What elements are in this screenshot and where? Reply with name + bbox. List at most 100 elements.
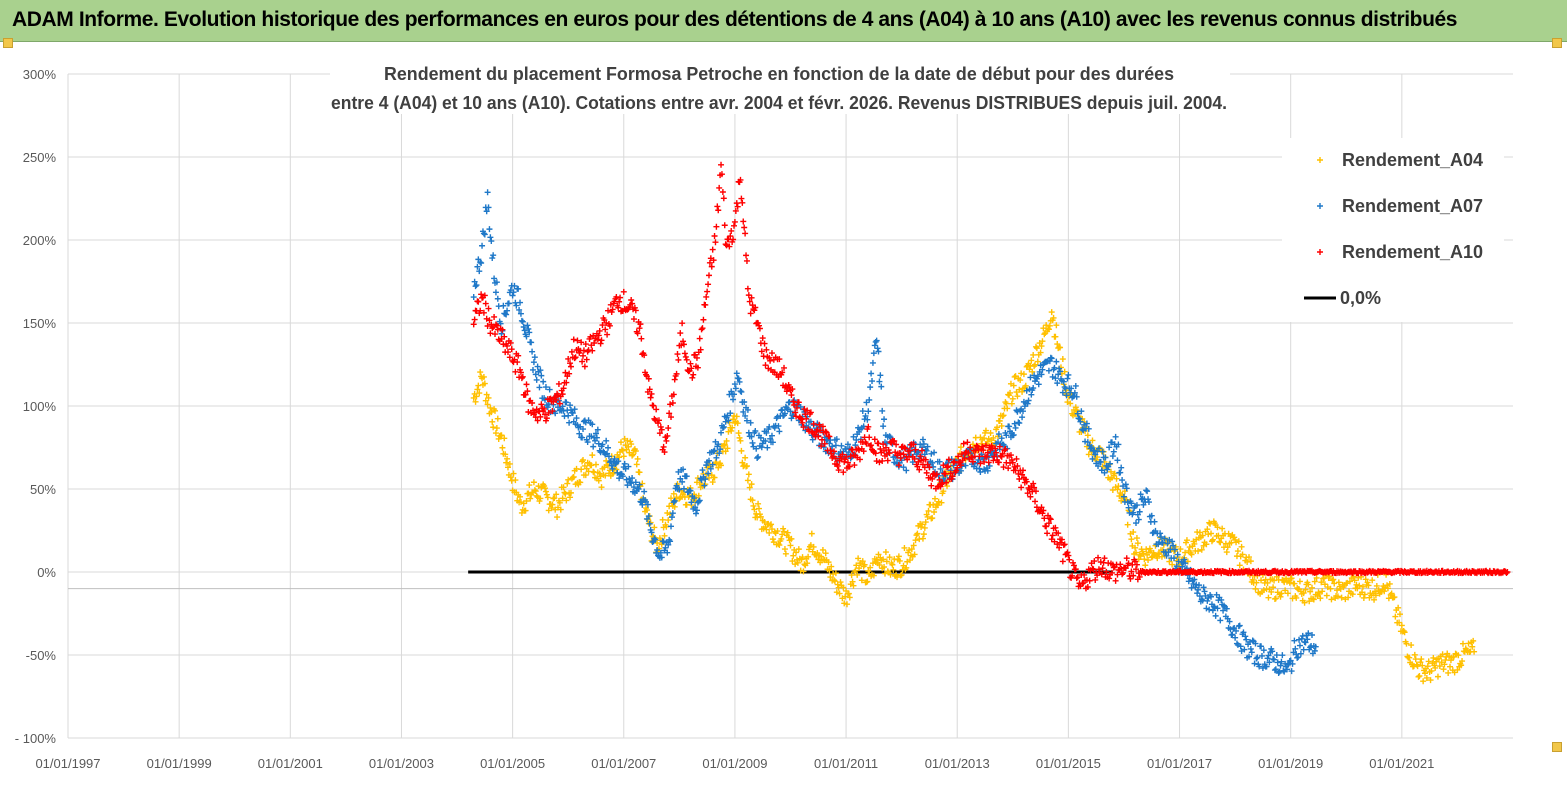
data-point — [1155, 551, 1162, 558]
data-point — [911, 551, 918, 558]
data-point — [919, 436, 926, 443]
data-point — [581, 363, 588, 370]
data-point — [655, 420, 662, 427]
data-point — [719, 424, 726, 431]
data-point — [755, 500, 762, 507]
data-point — [914, 463, 921, 470]
data-point — [525, 409, 532, 416]
data-point — [779, 369, 786, 376]
x-tick-label: 01/01/2019 — [1258, 756, 1323, 771]
data-point — [504, 455, 511, 462]
legend-label: Rendement_A07 — [1342, 196, 1483, 216]
data-point — [876, 378, 883, 385]
data-point — [1298, 635, 1305, 642]
data-point — [975, 456, 982, 463]
data-point — [485, 305, 492, 312]
data-point — [538, 401, 545, 408]
data-point — [836, 590, 843, 597]
data-point — [531, 409, 538, 416]
data-point — [1094, 448, 1101, 455]
data-point — [1243, 636, 1250, 643]
data-point — [759, 335, 766, 342]
data-point — [1044, 530, 1051, 537]
data-point — [517, 493, 524, 500]
data-point — [1114, 486, 1121, 493]
data-point — [856, 456, 863, 463]
data-point — [815, 433, 822, 440]
data-point — [1124, 499, 1131, 506]
data-point — [1372, 592, 1379, 599]
data-point — [480, 309, 487, 316]
data-point — [854, 571, 861, 578]
data-point — [1424, 663, 1431, 670]
data-point — [1188, 551, 1195, 558]
data-point — [1132, 544, 1139, 551]
data-point — [1406, 654, 1413, 661]
data-point — [955, 453, 962, 460]
data-point — [654, 539, 661, 546]
data-point — [504, 349, 511, 356]
data-point — [831, 448, 838, 455]
data-point — [680, 466, 687, 473]
data-point — [691, 495, 698, 502]
data-point — [969, 441, 976, 448]
data-point — [1223, 549, 1230, 556]
data-point — [1038, 371, 1045, 378]
data-point — [1436, 663, 1443, 670]
data-point — [567, 363, 574, 370]
resize-handle-bottom-right[interactable] — [1552, 742, 1562, 752]
data-point — [1085, 425, 1092, 432]
data-point — [563, 399, 570, 406]
data-point — [653, 406, 660, 413]
data-point — [1284, 590, 1291, 597]
data-point — [725, 428, 732, 435]
data-point — [639, 480, 646, 487]
data-point — [1111, 470, 1118, 477]
data-point — [1053, 358, 1060, 365]
data-point — [683, 356, 690, 363]
data-point — [1145, 496, 1152, 503]
data-point — [973, 442, 980, 449]
data-point — [721, 222, 728, 229]
data-point — [1356, 582, 1363, 589]
data-point — [932, 495, 938, 502]
data-point — [560, 385, 567, 392]
data-point — [1045, 520, 1052, 527]
data-point — [1118, 464, 1125, 471]
data-point — [1019, 414, 1026, 421]
data-point — [757, 434, 764, 441]
data-point — [528, 339, 535, 346]
data-point — [931, 509, 938, 516]
data-point — [510, 289, 517, 296]
data-point — [1133, 561, 1140, 568]
data-point — [470, 321, 477, 328]
data-point — [788, 392, 795, 399]
data-point — [904, 456, 911, 463]
data-point — [1028, 357, 1035, 364]
data-point — [696, 497, 703, 504]
data-point — [1359, 583, 1366, 590]
resize-handle-right[interactable] — [1552, 38, 1562, 48]
data-point — [705, 281, 712, 288]
data-point — [822, 550, 829, 557]
data-point — [542, 485, 549, 492]
chart-area[interactable]: 300% 250% 200% 150% 100% 50% 0% -50% - 100% 01/01… — [0, 42, 1567, 790]
data-point — [910, 441, 917, 448]
data-point — [1133, 566, 1139, 573]
data-point — [1127, 575, 1134, 582]
data-point — [498, 432, 505, 439]
data-point — [628, 480, 635, 487]
data-point — [1417, 659, 1424, 666]
data-point — [891, 437, 898, 444]
data-point — [1442, 657, 1449, 664]
data-point — [1041, 331, 1048, 338]
data-point — [580, 352, 587, 359]
data-point — [1291, 637, 1298, 644]
data-point — [1253, 655, 1260, 662]
data-point — [911, 455, 918, 462]
data-point — [1049, 373, 1056, 380]
data-point — [705, 272, 712, 279]
data-point — [590, 443, 597, 450]
data-point — [749, 439, 756, 446]
resize-handle-left[interactable] — [3, 38, 13, 48]
